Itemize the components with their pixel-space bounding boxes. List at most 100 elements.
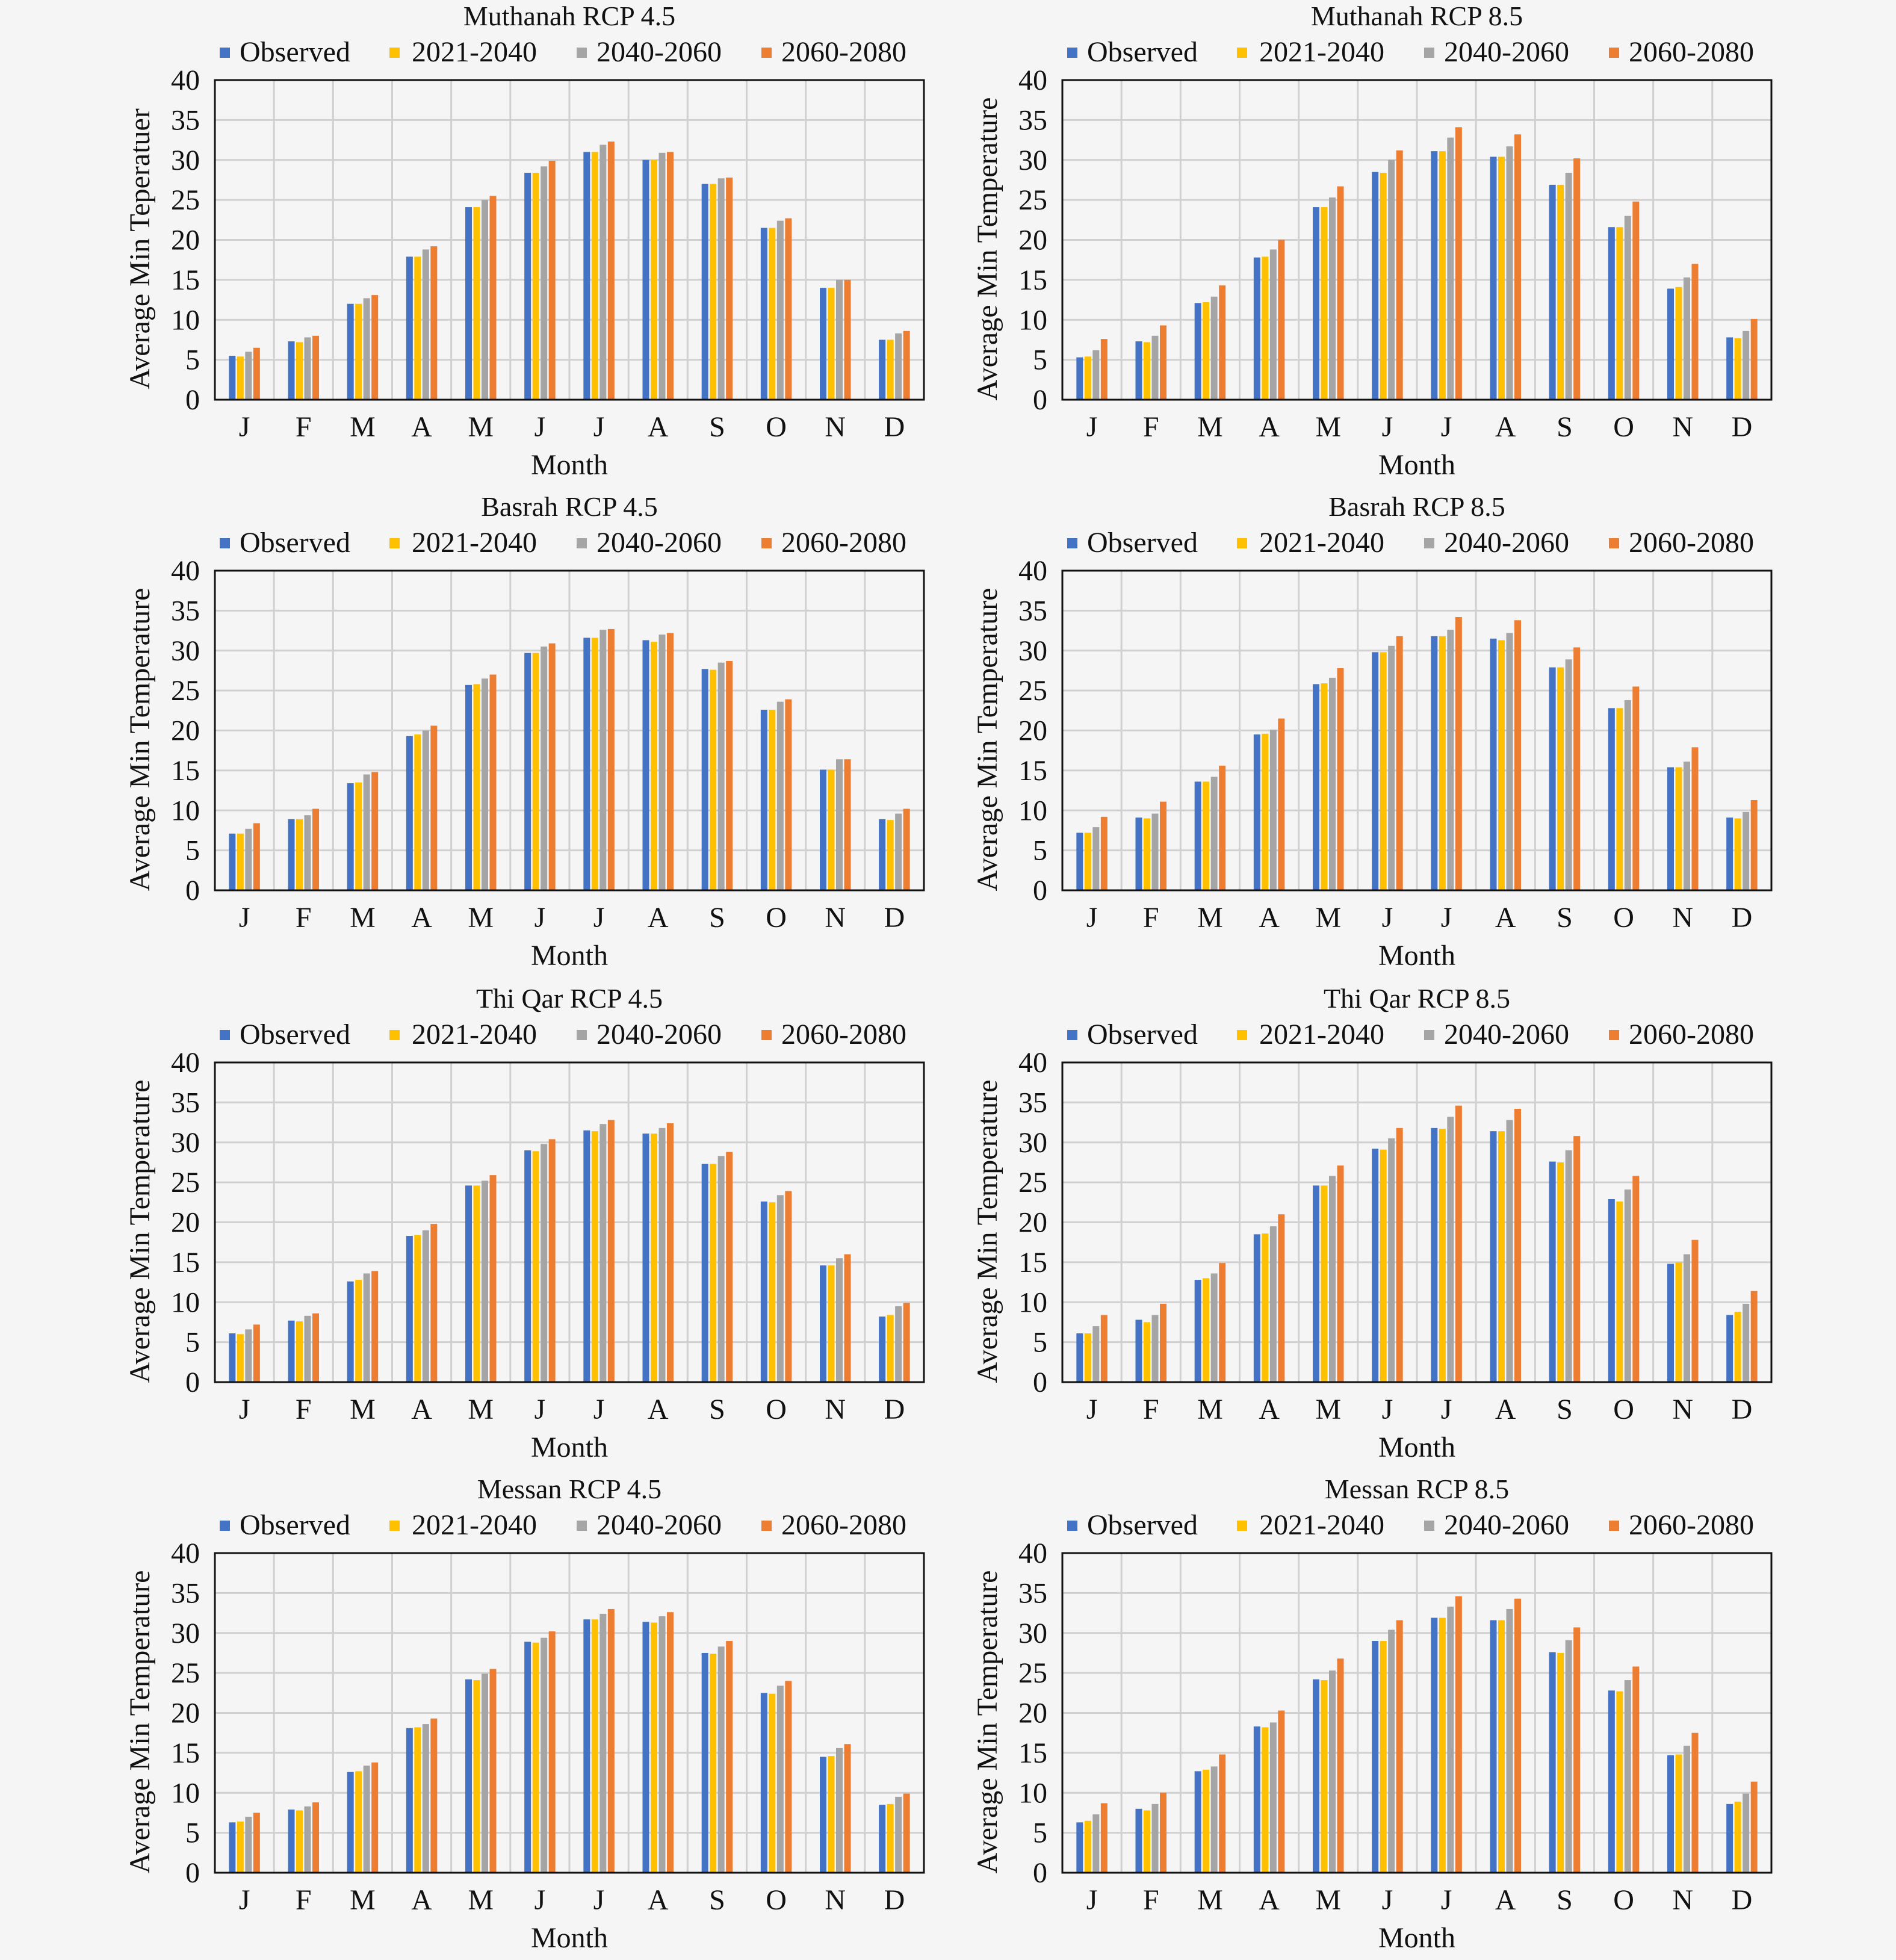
bar <box>1490 638 1497 890</box>
bar <box>583 152 590 400</box>
bar <box>820 769 826 890</box>
bar <box>1514 620 1521 890</box>
y-tick-label: 25 <box>171 1167 200 1199</box>
bar <box>1269 249 1277 400</box>
bar <box>828 288 835 400</box>
x-tick-label: A <box>1495 902 1516 934</box>
y-tick-label: 5 <box>1033 344 1047 376</box>
bar <box>406 736 413 890</box>
bar <box>1565 1640 1572 1873</box>
bar <box>422 1724 429 1873</box>
bar <box>1549 667 1556 890</box>
y-tick-label: 25 <box>1018 184 1047 216</box>
bar <box>1675 287 1682 400</box>
bar <box>1203 781 1210 890</box>
bar <box>879 1805 886 1873</box>
bar <box>1675 1754 1682 1873</box>
bar <box>347 1772 354 1873</box>
y-tick-label: 10 <box>171 304 200 336</box>
bar <box>1573 647 1581 890</box>
bar <box>473 1680 480 1873</box>
legend-marker <box>1237 538 1247 548</box>
bar <box>1194 781 1201 890</box>
y-tick-label: 0 <box>1033 875 1047 907</box>
chart-title: Muthanah RCP 4.5 <box>463 1 675 31</box>
bar <box>482 200 488 400</box>
bar <box>887 1315 894 1382</box>
bar <box>304 1315 311 1382</box>
x-tick-label: S <box>709 1884 725 1916</box>
bar <box>237 1334 244 1382</box>
bar <box>1616 227 1623 400</box>
bar <box>1455 1596 1462 1873</box>
bar <box>769 709 776 890</box>
x-tick-label: J <box>1441 902 1452 934</box>
x-axis-label: Month <box>531 940 608 972</box>
y-tick-label: 5 <box>1033 1817 1047 1849</box>
x-tick-label: A <box>1259 902 1280 934</box>
bar <box>607 141 615 400</box>
legend-label: Observed <box>240 527 350 559</box>
x-tick-label: J <box>239 1394 250 1425</box>
bar <box>642 640 649 890</box>
bar <box>1278 1710 1285 1873</box>
bar <box>599 144 607 400</box>
bar <box>1447 137 1454 400</box>
bar <box>1726 337 1733 400</box>
x-tick-label: A <box>1495 411 1516 443</box>
x-tick-label: M <box>1315 1394 1341 1425</box>
bar <box>1455 616 1462 890</box>
y-tick-label: 20 <box>1018 715 1047 747</box>
bar <box>844 1254 851 1382</box>
legend-label: 2021-2040 <box>1259 36 1384 68</box>
y-tick-label: 20 <box>1018 1207 1047 1239</box>
bar <box>1684 1745 1690 1873</box>
y-tick-label: 35 <box>1018 1577 1047 1609</box>
bar <box>667 1123 674 1382</box>
bar <box>1675 767 1682 890</box>
chart-title: Messan RCP 4.5 <box>477 1474 661 1504</box>
bar <box>406 256 413 400</box>
y-tick-label: 20 <box>1018 1698 1047 1729</box>
bar <box>776 1195 784 1382</box>
x-tick-label: D <box>884 411 905 443</box>
bar <box>1092 350 1100 400</box>
bar <box>1372 172 1379 400</box>
y-axis-label: Average Min Temperature <box>124 1571 156 1874</box>
bar <box>253 1813 260 1873</box>
legend-marker <box>1424 538 1434 548</box>
y-tick-label: 30 <box>1018 144 1047 176</box>
bar <box>414 1727 421 1873</box>
x-tick-label: J <box>534 902 546 934</box>
bar <box>1726 1315 1733 1382</box>
bar <box>1750 799 1758 890</box>
bar <box>304 815 311 890</box>
legend-marker <box>1424 48 1434 58</box>
x-tick-label: M <box>1197 902 1223 934</box>
x-tick-label: J <box>1441 1394 1452 1425</box>
bar <box>1498 1131 1505 1382</box>
x-tick-label: M <box>468 1884 494 1916</box>
legend-label: 2060-2080 <box>781 1019 906 1050</box>
bar <box>726 661 733 890</box>
bar <box>296 342 303 400</box>
bar <box>473 1185 480 1382</box>
x-tick-label: M <box>1315 902 1341 934</box>
bar <box>1253 734 1260 890</box>
bar <box>347 303 354 400</box>
bar <box>312 1802 319 1873</box>
x-tick-label: D <box>1732 411 1753 443</box>
bar <box>1194 1771 1201 1873</box>
bar <box>1557 667 1564 890</box>
plot-frame <box>214 569 925 892</box>
bar <box>1498 640 1505 890</box>
y-tick-label: 10 <box>1018 1777 1047 1809</box>
bar <box>355 1280 362 1382</box>
y-tick-label: 5 <box>1033 835 1047 867</box>
bar <box>1557 1162 1564 1382</box>
bar <box>1750 1291 1758 1382</box>
bar <box>701 184 708 400</box>
chart-panel: Basrah RCP 8.5 Observed 2021-2040 2040-2060… <box>971 491 1773 972</box>
bar <box>371 1762 379 1873</box>
bar <box>1092 1814 1100 1873</box>
